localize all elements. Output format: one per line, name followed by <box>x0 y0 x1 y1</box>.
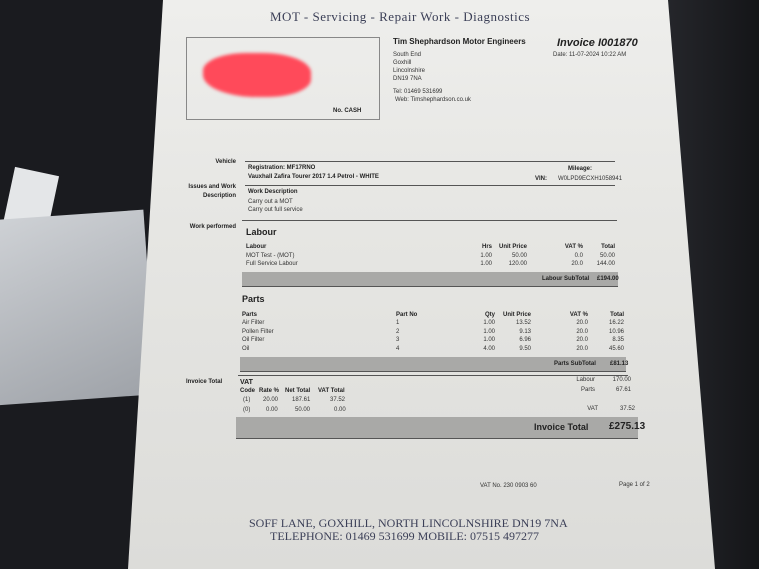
parts-cell: 2 <box>396 328 400 335</box>
footer-phones: TELEPHONE: 01469 531699 MOBILE: 07515 49… <box>270 529 539 543</box>
parts-cell: 9.50 <box>519 345 531 352</box>
labour-header: Hrs <box>481 244 492 250</box>
parts-cell: Oil <box>242 345 250 352</box>
parts-cell: 16.22 <box>608 320 624 326</box>
company-address-line: South End <box>393 52 422 58</box>
vat-header: Net Total <box>285 388 311 394</box>
company-address-line: Goxhill <box>393 60 412 66</box>
labour-title: Labour <box>246 227 277 237</box>
company-address-line: DN19 7NA <box>393 76 422 82</box>
labour-header: Labour <box>246 244 267 250</box>
labour-subtotal: £194.00 <box>597 276 619 282</box>
vehicle-label: Vehicle <box>215 159 236 165</box>
vat-number: VAT No. 230 0903 60 <box>480 483 537 489</box>
work-item: Carry out full service <box>248 207 303 213</box>
parts-header: Part No <box>396 312 418 318</box>
summary-parts-label: Parts <box>580 387 595 393</box>
footer-address: SOFF LANE, GOXHILL, NORTH LINCOLNSHIRE D… <box>249 516 568 530</box>
customer-number: No. CASH <box>333 108 362 114</box>
parts-subtotal-bar <box>240 357 626 372</box>
services-banner: MOT - Servicing - Repair Work - Diagnost… <box>270 9 531 24</box>
parts-header: Qty <box>484 312 495 318</box>
redacted-customer-name <box>203 53 311 97</box>
vat-header: Rate % <box>259 388 280 394</box>
parts-cell: 1 <box>396 320 400 326</box>
summary-parts-value: 67.61 <box>615 387 631 393</box>
summary-vat-label: VAT <box>587 406 598 412</box>
vin-label: VIN: <box>535 176 547 182</box>
customer-box <box>186 37 380 120</box>
parts-header: VAT % <box>569 312 588 318</box>
company-address-line: Lincolnshire <box>393 68 426 74</box>
parts-header: Parts <box>242 312 258 318</box>
parts-cell: 1.00 <box>483 337 495 343</box>
parts-subtotal: £81.13 <box>610 361 629 367</box>
parts-cell: 8.35 <box>612 337 624 343</box>
parts-cell: 20.0 <box>576 320 588 326</box>
work-item: Carry out a MOT <box>248 199 293 205</box>
work-label: Description <box>202 193 236 199</box>
company-website: Web: Timshephardson.co.uk <box>395 97 471 103</box>
parts-cell: 1.00 <box>483 328 495 335</box>
parts-cell: 3 <box>396 337 400 343</box>
mileage-label: Mileage: <box>568 166 593 172</box>
vehicle-description: Vauxhall Zafira Tourer 2017 1.4 Petrol -… <box>248 174 379 180</box>
vat-header: Code <box>240 388 255 394</box>
parts-cell: 13.52 <box>515 320 531 326</box>
invoice-total-section-label: Invoice Total <box>186 379 223 385</box>
vin-value: W0LPD9ECXH1058941 <box>558 176 623 182</box>
parts-cell: 20.0 <box>576 328 588 335</box>
work-label: Issues and Work <box>188 184 236 190</box>
work-performed-label: Work performed <box>189 224 236 230</box>
labour-header: Unit Price <box>498 244 527 250</box>
parts-header: Total <box>610 312 624 318</box>
labour-subtotal-label: Labour SubTotal <box>542 276 590 282</box>
parts-cell: 45.60 <box>608 345 624 352</box>
summary-labour-label: Labour <box>576 377 595 383</box>
background-leaflet <box>0 209 157 406</box>
parts-cell: 1.00 <box>483 320 495 326</box>
parts-cell: 6.96 <box>519 337 531 343</box>
parts-title: Parts <box>242 294 265 304</box>
labour-subtotal-bar <box>242 272 618 287</box>
parts-cell: 9.13 <box>519 328 531 335</box>
parts-cell: 10.96 <box>608 328 624 335</box>
invoice-total-value: £275.13 <box>609 421 646 432</box>
parts-cell: 20.0 <box>576 337 588 343</box>
company-telephone: Tel: 01469 531699 <box>393 89 443 95</box>
parts-cell: Air Filter <box>242 320 265 326</box>
parts-cell: 4 <box>396 345 400 352</box>
parts-cell: Pollen Filter <box>242 328 274 335</box>
parts-cell: Oil Filter <box>242 337 265 343</box>
invoice-date: Date: 11-07-2024 10:22 AM <box>553 52 627 58</box>
labour-header: VAT % <box>564 244 583 250</box>
parts-cell: 20.0 <box>576 345 588 352</box>
vat-header: VAT Total <box>318 388 345 394</box>
vehicle-registration: Registration: MF17RNO <box>248 165 316 171</box>
page-number: Page 1 of 2 <box>619 482 650 488</box>
parts-cell: 4.00 <box>483 345 495 352</box>
parts-subtotal-label: Parts SubTotal <box>554 361 596 367</box>
labour-header: Total <box>601 244 615 250</box>
vat-title: VAT <box>240 379 253 386</box>
invoice-title: Invoice I001870 <box>557 37 638 49</box>
parts-header: Unit Price <box>502 312 531 318</box>
invoice-total-bar <box>236 417 638 439</box>
company-name: Tim Shephardson Motor Engineers <box>393 37 526 46</box>
summary-labour-value: 170.00 <box>612 377 631 383</box>
summary-vat-value: 37.52 <box>619 406 635 412</box>
work-description-heading: Work Description <box>248 189 298 195</box>
invoice-total-label: Invoice Total <box>534 422 589 432</box>
